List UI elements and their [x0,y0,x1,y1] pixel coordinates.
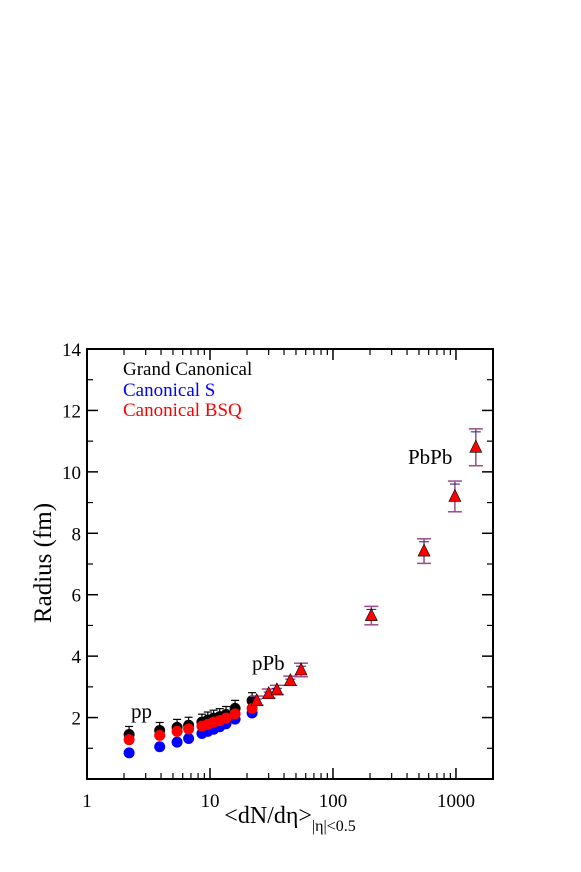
y-tick-label: 12 [62,401,81,422]
data-point-triangle [469,439,483,453]
x-axis-label-main: <dN/dη> [224,803,312,829]
data-point-triangle [250,693,264,706]
y-tick-label: 8 [72,524,82,545]
data-point [154,741,166,753]
data-point-triangle [294,662,308,676]
y-tick-label: 10 [62,463,81,484]
data-point-triangle [417,543,431,557]
annotation-ppb: pPb [252,651,285,675]
legend-label-canonical-bsq: Canonical BSQ [123,400,242,421]
legend-label-canonical-s: Canonical S [123,380,215,401]
data-point [183,723,195,735]
data-point [171,736,183,748]
data-point [123,747,135,759]
data-point [229,708,241,720]
axes-layer: 1 10 100 1000 2 4 6 8 10 12 14 [62,340,494,812]
data-point [220,712,232,724]
y-tick-label: 14 [62,340,82,361]
x-tick-label: 100 [319,791,348,812]
data-point [123,734,135,746]
x-axis-label: <dN/dη>|η|<0.5 [224,803,355,835]
data-point [171,725,183,737]
data-point-triangle [270,682,284,696]
x-tick-label: 10 [200,791,219,812]
y-tick-label: 4 [72,647,82,668]
x-tick-label: 1000 [437,791,475,812]
data-point [154,729,166,741]
annotation-pp: pp [131,699,152,723]
data-point-triangle [448,488,462,502]
marks-layer [123,428,483,759]
data-point-triangle [262,685,276,699]
legend: Grand Canonical Canonical S Canonical BS… [123,359,252,421]
y-tick-label: 2 [72,709,82,730]
y-axis-label: Radius (fm) [30,503,57,623]
data-point-triangle [364,607,378,621]
y-tick-label: 6 [72,586,82,607]
x-tick-label: 1 [82,791,92,812]
data-point-triangle [283,673,297,687]
annotation-pbpb: PbPb [408,445,452,469]
x-axis-label-subscript: |η|<0.5 [312,818,356,835]
legend-label-grand-canonical: Grand Canonical [123,359,252,380]
data-point [183,732,195,744]
